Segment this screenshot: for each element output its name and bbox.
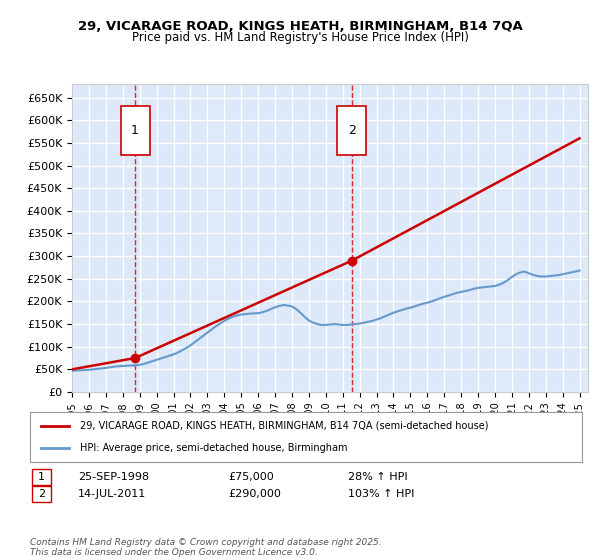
Text: 14-JUL-2011: 14-JUL-2011	[78, 489, 146, 499]
Text: Price paid vs. HM Land Registry's House Price Index (HPI): Price paid vs. HM Land Registry's House …	[131, 31, 469, 44]
Text: 25-SEP-1998: 25-SEP-1998	[78, 472, 149, 482]
Text: 29, VICARAGE ROAD, KINGS HEATH, BIRMINGHAM, B14 7QA (semi-detached house): 29, VICARAGE ROAD, KINGS HEATH, BIRMINGH…	[80, 421, 488, 431]
Text: £290,000: £290,000	[228, 489, 281, 499]
Text: 2: 2	[348, 124, 356, 137]
Text: Contains HM Land Registry data © Crown copyright and database right 2025.
This d: Contains HM Land Registry data © Crown c…	[30, 538, 382, 557]
Text: HPI: Average price, semi-detached house, Birmingham: HPI: Average price, semi-detached house,…	[80, 443, 347, 453]
FancyBboxPatch shape	[121, 105, 149, 155]
Text: 2: 2	[38, 489, 45, 499]
Text: 1: 1	[131, 124, 139, 137]
Text: £75,000: £75,000	[228, 472, 274, 482]
FancyBboxPatch shape	[337, 105, 366, 155]
Text: 29, VICARAGE ROAD, KINGS HEATH, BIRMINGHAM, B14 7QA: 29, VICARAGE ROAD, KINGS HEATH, BIRMINGH…	[77, 20, 523, 32]
Text: 1: 1	[38, 472, 45, 482]
Text: 103% ↑ HPI: 103% ↑ HPI	[348, 489, 415, 499]
Text: 28% ↑ HPI: 28% ↑ HPI	[348, 472, 407, 482]
